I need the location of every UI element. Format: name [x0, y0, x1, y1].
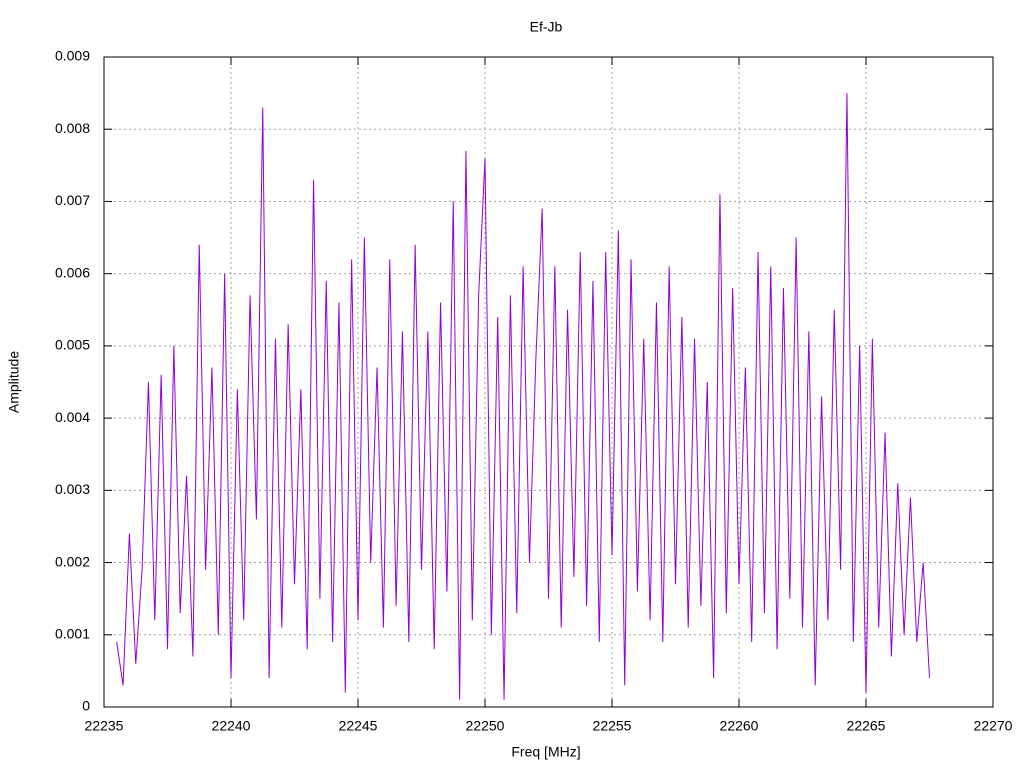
- y-tick-label: 0.003: [55, 481, 90, 497]
- chart-title: Ef-Jb: [530, 19, 563, 35]
- x-tick-label: 22270: [974, 718, 1013, 734]
- y-tick-label: 0: [82, 698, 90, 714]
- y-axis-label: Amplitude: [6, 351, 22, 413]
- plot-frame: [103, 56, 994, 708]
- x-tick-label: 22265: [847, 718, 886, 734]
- x-tick-label: 22250: [466, 718, 505, 734]
- x-tick-label: 22255: [593, 718, 632, 734]
- y-tick-label: 0.004: [55, 409, 90, 425]
- x-tick-label: 22235: [85, 718, 124, 734]
- y-tick-label: 0.002: [55, 553, 90, 569]
- y-tick-label: 0.008: [55, 120, 90, 136]
- x-tick-label: 22240: [212, 718, 251, 734]
- x-tick-label: 22245: [339, 718, 378, 734]
- x-axis-label: Freq [MHz]: [511, 744, 580, 760]
- y-tick-label: 0.006: [55, 264, 90, 280]
- y-tick-label: 0.007: [55, 192, 90, 208]
- y-tick-label: 0.001: [55, 625, 90, 641]
- x-tick-label: 22260: [720, 718, 759, 734]
- y-tick-label: 0.005: [55, 337, 90, 353]
- y-tick-label: 0.009: [55, 48, 90, 64]
- data-line: [116, 93, 930, 700]
